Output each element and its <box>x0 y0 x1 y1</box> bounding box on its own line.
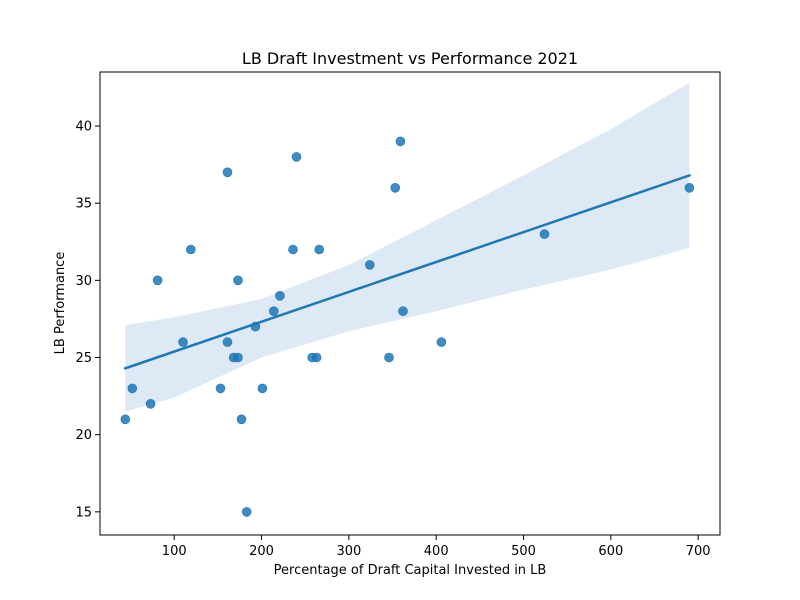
data-point-23 <box>364 260 375 270</box>
data-point-4 <box>178 337 188 347</box>
data-point-1 <box>127 383 138 394</box>
data-point-17 <box>275 290 285 301</box>
x-tick-label-100: 100 <box>162 544 187 559</box>
data-point-24 <box>384 352 394 363</box>
data-point-16 <box>268 306 279 317</box>
y-tick-label-30: 30 <box>75 274 92 289</box>
data-point-27 <box>398 306 408 317</box>
x-tick-label-400: 400 <box>424 544 449 559</box>
data-point-25 <box>390 183 401 193</box>
y-tick-label-15: 15 <box>75 505 92 520</box>
scatter-points-layer <box>120 136 695 517</box>
confidence-band <box>125 82 690 412</box>
confidence-band-layer <box>125 82 690 412</box>
data-point-7 <box>222 167 233 178</box>
data-point-18 <box>288 244 298 255</box>
data-point-12 <box>236 414 247 425</box>
data-point-10 <box>233 352 243 363</box>
y-axis-title: LB Performance <box>53 252 68 355</box>
data-point-13 <box>241 507 252 517</box>
x-tick-label-700: 700 <box>686 544 711 559</box>
x-tick-label-200: 200 <box>249 544 274 559</box>
x-axis-ticks: 100 200 300 400 500 600 700 <box>162 535 711 559</box>
x-tick-label-500: 500 <box>511 544 536 559</box>
data-point-11 <box>233 275 243 286</box>
regression-line-layer <box>123 173 692 370</box>
y-axis-ticks: 15 20 25 30 35 40 <box>75 120 100 520</box>
x-tick-label-600: 600 <box>598 544 623 559</box>
data-point-26 <box>395 136 406 147</box>
data-point-2 <box>145 398 156 409</box>
y-tick-label-25: 25 <box>75 351 92 366</box>
x-axis-title: Percentage of Draft Capital Invested in … <box>274 563 547 578</box>
data-point-14 <box>250 321 261 332</box>
chart-title: LB Draft Investment vs Performance 2021 <box>242 49 578 68</box>
x-tick-label-300: 300 <box>336 544 361 559</box>
data-point-21 <box>311 352 322 363</box>
data-point-19 <box>291 152 302 162</box>
y-tick-label-40: 40 <box>75 120 92 135</box>
regression-line <box>123 173 692 370</box>
data-point-6 <box>215 383 226 394</box>
plot-area-frame <box>99 71 721 536</box>
data-point-29 <box>539 229 550 239</box>
y-tick-label-35: 35 <box>75 197 92 212</box>
data-point-5 <box>186 244 196 255</box>
y-tick-label-20: 20 <box>75 428 92 443</box>
data-point-30 <box>684 183 695 193</box>
data-point-0 <box>120 414 131 425</box>
data-point-22 <box>314 244 325 255</box>
data-point-28 <box>436 337 447 347</box>
data-point-15 <box>257 383 268 394</box>
data-point-3 <box>152 275 163 286</box>
data-point-8 <box>222 337 233 347</box>
